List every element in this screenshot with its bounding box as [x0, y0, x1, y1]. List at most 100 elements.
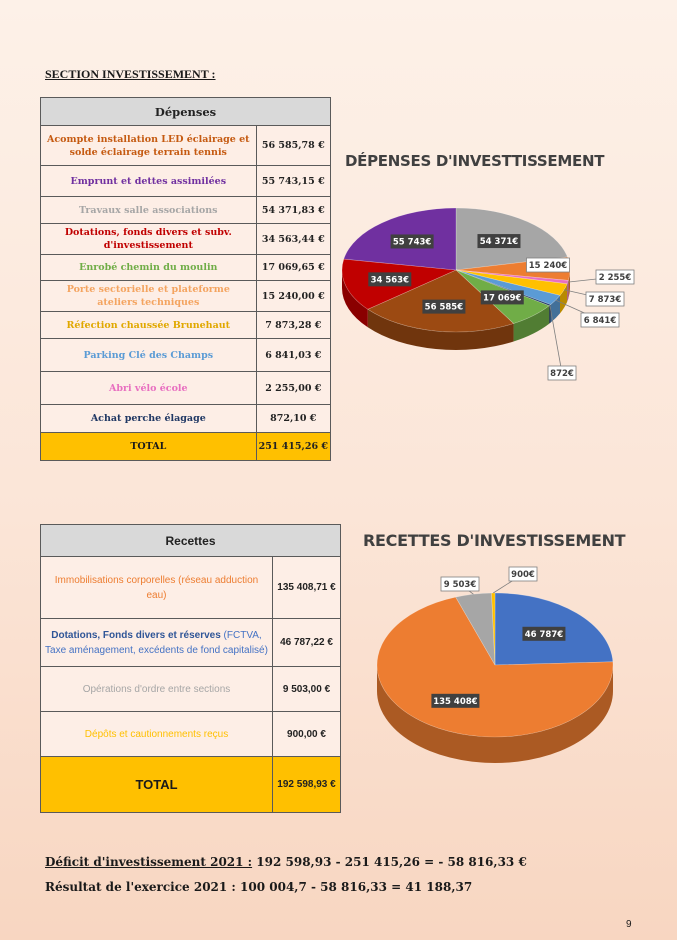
recettes-pie-chart: 46 787€ 135 408€ 9 503€ 900€ — [376, 566, 614, 763]
depense-amount: 56 585,78 € — [255, 125, 332, 166]
pie-label-box — [368, 272, 412, 287]
depense-row: Dotations, fonds divers et subv. d'inves… — [40, 223, 332, 255]
depense-label: Abri vélo école — [40, 371, 257, 405]
pie-data-label: 54 371€ — [477, 234, 521, 249]
recette-row: Dépôts et cautionnements reçus 900,00 € — [40, 711, 341, 757]
pie-label-box — [547, 365, 577, 381]
depenses-total-row: TOTAL 251 415,26 € — [40, 432, 332, 461]
recette-label: Dotations, Fonds divers et réserves — [51, 629, 221, 641]
pie-data-label: 7 873€ — [585, 291, 625, 307]
pie-slice-side — [367, 309, 514, 350]
recette-label-detail: (FCTVA, Taxe aménagement, excédents de f… — [45, 629, 268, 656]
pie-data-label: 55 743€ — [390, 234, 434, 249]
pie-data-label: 15 240€ — [526, 257, 570, 273]
depense-row: Parking Clé des Champs 6 841,03 € — [40, 338, 332, 372]
recette-amount: 900,00 € — [272, 711, 341, 757]
deficit-value: 192 598,93 - 251 415,26 = - 58 816,33 € — [252, 855, 527, 869]
recette-label: Immobilisations corporelles — [54, 574, 176, 586]
depenses-pie-chart: 54 371€ 15 240€ 2 255€ 7 873€ 6 841€ 872€ 17 0… — [341, 207, 635, 381]
recette-label: Opérations d'ordre entre sections — [82, 683, 231, 695]
recettes-total-row: TOTAL 192 598,93 € — [40, 756, 341, 813]
pie-label-box — [422, 299, 466, 314]
recette-row: Dotations, Fonds divers et réserves (FCT… — [40, 618, 341, 667]
depense-label: Travaux salle associations — [40, 196, 257, 224]
depenses-chart-title: DÉPENSES D'INVESTTISSEMENT — [345, 152, 605, 170]
recette-label: Dépôts et cautionnements reçus — [84, 728, 229, 740]
depense-row: Réfection chaussée Brunehaut 7 873,28 € — [40, 311, 332, 339]
pie-label-text: 9 503€ — [444, 580, 477, 590]
pie-data-label: 135 408€ — [431, 693, 480, 708]
pie-data-label: 6 841€ — [580, 312, 620, 328]
pie-label-text: 17 069€ — [483, 293, 522, 303]
recette-label-cell: Opérations d'ordre entre sections — [40, 666, 273, 712]
pie-label-text: 15 240€ — [529, 261, 568, 271]
pie-label-text: 34 563€ — [371, 275, 410, 285]
depense-row: Porte sectorielle et plateforme ateliers… — [40, 280, 332, 312]
recette-amount: 46 787,22 € — [272, 618, 341, 667]
depense-label: Achat perche élagage — [40, 404, 257, 433]
depense-amount: 17 069,65 € — [255, 254, 332, 281]
depenses-total-amount: 251 415,26 € — [255, 432, 332, 461]
page-number: 9 — [626, 919, 632, 930]
pie-data-label: 56 585€ — [422, 299, 466, 314]
pie-label-text: 135 408€ — [433, 697, 477, 707]
recette-amount: 9 503,00 € — [272, 666, 341, 712]
depense-label: Acompte installation LED éclairage et so… — [40, 125, 257, 166]
depense-row: Abri vélo école 2 255,00 € — [40, 371, 332, 405]
pie-slice — [455, 269, 569, 285]
section-title: SECTION INVESTISSEMENT : — [45, 67, 216, 81]
pie-slice-side — [342, 270, 368, 328]
pie-leader-line — [549, 305, 563, 374]
pie-label-text: 54 371€ — [480, 237, 519, 247]
recettes-table: Recettes Immobilisations corporelles (ré… — [40, 524, 341, 813]
recettes-header: Recettes — [40, 524, 341, 557]
depense-amount: 15 240,00 € — [255, 280, 332, 312]
pie-data-label: 34 563€ — [368, 272, 412, 287]
recettes-total-amount: 192 598,93 € — [272, 756, 341, 813]
pie-data-label: 46 787€ — [522, 626, 566, 641]
pie-slice-side — [549, 304, 551, 324]
depense-label: Enrobé chemin du moulin — [40, 254, 257, 281]
pie-label-text: 900€ — [511, 570, 535, 580]
depense-row: Achat perche élagage 872,10 € — [40, 404, 332, 433]
pie-label-box — [595, 269, 635, 285]
recette-label-cell: Immobilisations corporelles (réseau addu… — [40, 556, 273, 619]
depense-row: Acompte installation LED éclairage et so… — [40, 125, 332, 166]
pie-data-label: 872€ — [547, 365, 577, 381]
pie-label-text: 872€ — [550, 369, 574, 379]
depense-amount: 6 841,03 € — [255, 338, 332, 372]
pie-label-box — [390, 234, 434, 249]
depense-label: Emprunt et dettes assimilées — [40, 165, 257, 197]
depense-amount: 34 563,44 € — [255, 223, 332, 255]
pie-label-text: 55 743€ — [393, 237, 432, 247]
recette-row: Opérations d'ordre entre sections 9 503,0… — [40, 666, 341, 712]
depense-row: Travaux salle associations 54 371,83 € — [40, 196, 332, 224]
pie-slice-side — [550, 295, 560, 323]
deficit-line: Déficit d'investissement 2021 : 192 598,… — [45, 855, 527, 869]
pie-label-box — [522, 626, 566, 641]
recette-label-cell: Dotations, Fonds divers et réserves (FCT… — [40, 618, 273, 667]
depenses-total-label: TOTAL — [40, 432, 257, 461]
pie-data-label: 9 503€ — [440, 576, 480, 592]
depense-amount: 54 371,83 € — [255, 196, 332, 224]
recette-row: Immobilisations corporelles (réseau addu… — [40, 556, 341, 619]
pie-slice — [455, 592, 496, 666]
recette-label-detail: (réseau adduction eau) — [146, 574, 259, 601]
pie-label-box — [440, 576, 480, 592]
pie-label-text: 46 787€ — [525, 630, 564, 640]
depenses-table: Dépenses Acompte installation LED éclair… — [40, 97, 332, 461]
pie-label-text: 7 873€ — [589, 295, 622, 305]
pie-slice-side — [513, 305, 550, 342]
pie-slice-side — [559, 283, 568, 314]
depense-amount: 872,10 € — [255, 404, 332, 433]
depense-row: Enrobé chemin du moulin 17 069,65 € — [40, 254, 332, 281]
depense-amount: 2 255,00 € — [255, 371, 332, 405]
pie-label-box — [580, 312, 620, 328]
recette-amount: 135 408,71 € — [272, 556, 341, 619]
deficit-label: Déficit d'investissement 2021 : — [45, 855, 253, 869]
pie-slice-side — [567, 280, 569, 302]
recettes-total-label: TOTAL — [40, 756, 273, 813]
pie-slice-side — [377, 665, 613, 763]
depenses-body: Acompte installation LED éclairage et so… — [40, 125, 332, 461]
depense-label: Parking Clé des Champs — [40, 338, 257, 372]
